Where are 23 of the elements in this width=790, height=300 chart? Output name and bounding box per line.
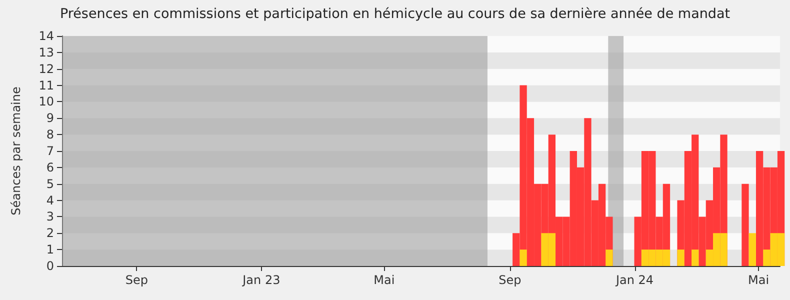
y-tick-label: 0 <box>46 259 54 273</box>
y-tick-label: 7 <box>46 144 54 158</box>
y-tick-label: 2 <box>46 226 54 240</box>
x-tick-label: Mai <box>374 273 395 287</box>
y-tick-label: 10 <box>38 94 54 109</box>
y-tick-label: 6 <box>46 160 54 174</box>
x-tick-label: Mai <box>748 273 770 287</box>
y-tick-label: 14 <box>38 29 54 43</box>
y-tick-label: 5 <box>46 176 54 191</box>
x-tick-label: Sep <box>498 273 522 287</box>
y-tick-label: 3 <box>46 210 54 224</box>
y-axis-title: Séances par semaine <box>9 86 23 216</box>
y-tick-label: 13 <box>38 45 54 60</box>
y-tick-label: 9 <box>46 111 54 126</box>
y-tick-label: 1 <box>46 242 54 257</box>
y-tick-label: 11 <box>38 78 54 92</box>
y-tick-label: 8 <box>46 128 54 142</box>
x-tick-label: Sep <box>125 273 148 287</box>
x-tick-label: Jan 24 <box>614 273 654 287</box>
chart-title: Présences en commissions et participation en hémicycle au cours de sa dernière année de mandat <box>60 6 730 22</box>
y-tick-label: 4 <box>46 193 54 208</box>
x-tick-label: Jan 23 <box>242 273 280 287</box>
y-tick-label: 12 <box>38 62 54 76</box>
